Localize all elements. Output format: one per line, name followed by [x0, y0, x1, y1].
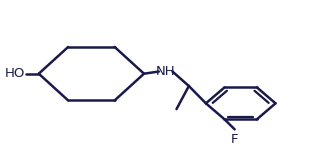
Text: NH: NH [156, 65, 176, 78]
Text: F: F [231, 133, 239, 146]
Text: HO: HO [4, 67, 25, 80]
